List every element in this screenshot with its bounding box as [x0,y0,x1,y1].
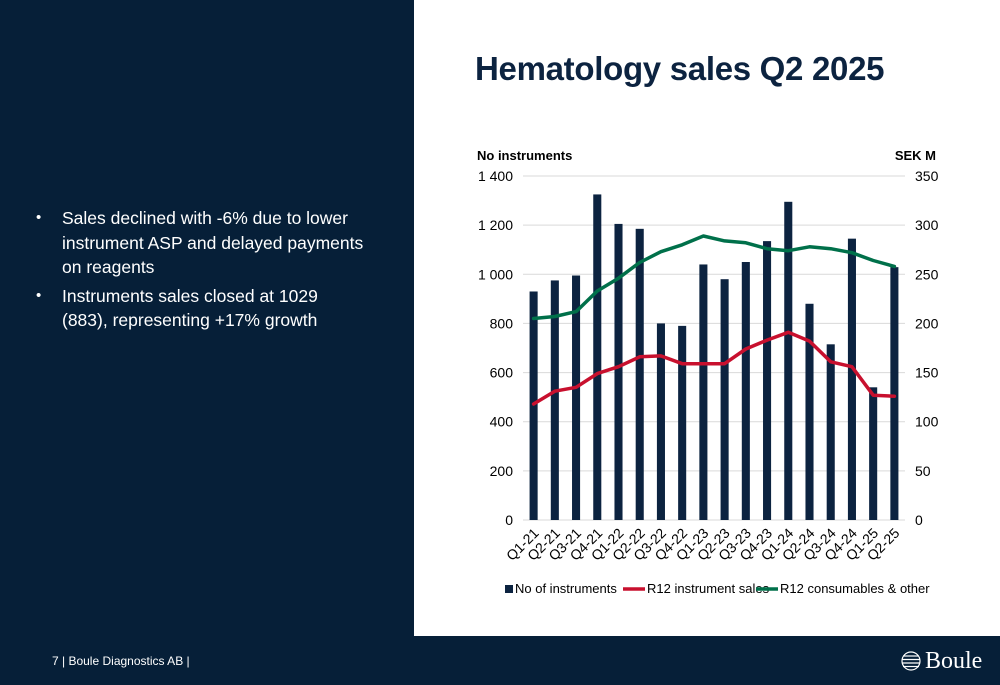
bar [890,267,899,520]
slide-title: Hematology sales Q2 2025 [475,50,885,87]
boule-globe-icon [901,651,921,671]
legend: No of instruments R12 instrument sales R12… [505,581,930,596]
bar [847,238,856,520]
right-tick-label: 0 [915,512,923,528]
bullet-item: • Instruments sales closed at 1029 (883),… [36,284,366,333]
bar [678,325,687,520]
gridlines [523,175,905,521]
bullet-text: Sales declined with -6% due to lower ins… [62,208,364,277]
bar [784,201,793,521]
left-tick-label: 1 000 [478,266,513,282]
series-line [531,330,897,406]
bar [720,279,729,520]
left-tick-label: 1 200 [478,217,513,233]
bar [699,264,708,520]
line-series [531,234,897,406]
bullet-list: • Sales declined with -6% due to lower in… [36,206,366,337]
left-tick-label: 200 [490,463,514,479]
left-tick-label: 800 [490,315,514,331]
legend-swatch [505,585,513,593]
bar [550,280,559,520]
bar [635,228,644,520]
bar [763,241,772,520]
left-tick-label: 400 [490,414,514,430]
bullet-dot-icon: • [36,286,42,304]
bar [869,387,878,520]
right-tick-label: 300 [915,217,939,233]
footer-text: 7 | Boule Diagnostics AB | [52,654,190,668]
bar [572,275,581,520]
right-tick-label: 100 [915,414,939,430]
legend-label: No of instruments [515,581,617,596]
left-tick-label: 0 [505,512,513,528]
bullet-dot-icon: • [36,209,42,226]
boule-logo: Boule [901,646,982,676]
right-tick-label: 150 [915,365,939,381]
legend-label: R12 consumables & other [780,581,930,596]
series-line [531,234,897,321]
left-axis-title: No instruments [477,148,572,163]
right-tick-label: 250 [915,266,939,282]
bar [826,344,835,520]
bar [805,303,814,520]
footer-bar [0,636,1000,685]
bar [614,223,623,520]
bullet-item: • Sales declined with -6% due to lower in… [36,206,366,280]
bar [741,262,750,520]
left-tick-label: 1 400 [478,168,513,184]
right-tick-label: 50 [915,463,931,479]
right-tick-label: 350 [915,168,939,184]
right-axis-title: SEK M [895,148,936,163]
bullet-text: Instruments sales closed at 1029 (883), … [62,285,318,331]
left-tick-label: 600 [490,365,514,381]
right-tick-label: 200 [915,315,939,331]
bar [593,194,602,520]
legend-label: R12 instrument sales [647,581,770,596]
logo-text: Boule [925,647,983,674]
left-panel: • Sales declined with -6% due to lower in… [0,0,414,636]
chart: 0 0 200 50 400 100 600 150 800 200 1 000 250 1 200 30… [477,148,939,596]
bar [656,323,665,520]
